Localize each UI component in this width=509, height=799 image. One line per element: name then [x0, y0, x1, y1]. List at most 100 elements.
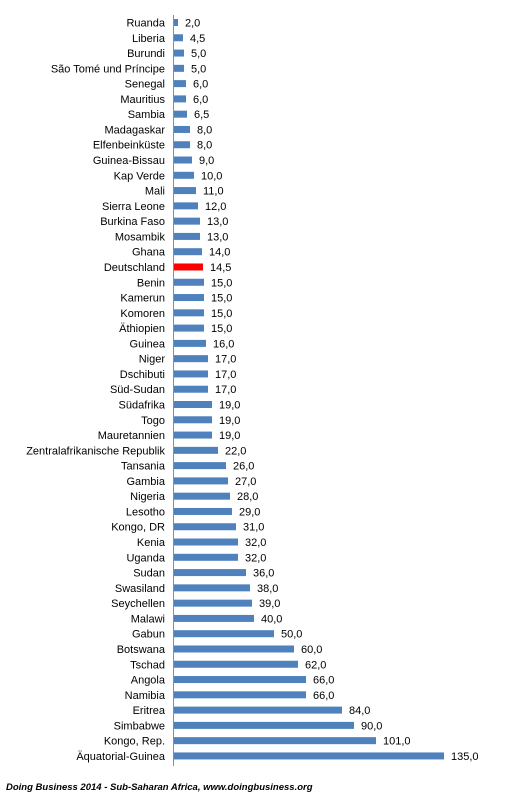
category-label: Guinea [130, 338, 166, 350]
category-label: Mauretannien [98, 430, 165, 442]
category-label: Elfenbeinküste [93, 140, 165, 152]
value-label: 15,0 [211, 308, 232, 320]
category-label: Ruanda [126, 18, 165, 30]
bar [174, 171, 194, 179]
value-label: 19,0 [219, 415, 240, 427]
category-labels: Ruanda Liberia Burundi São Tomé und Príncip… [26, 18, 166, 763]
bar [174, 691, 306, 699]
value-label: 90,0 [361, 720, 382, 732]
bar [174, 737, 376, 745]
category-label: Südafrika [119, 400, 166, 412]
category-label: Seychellen [111, 598, 165, 610]
category-label: Botswana [117, 644, 166, 656]
value-label: 5,0 [191, 48, 206, 60]
bar [174, 538, 238, 546]
value-label: 15,0 [211, 293, 232, 305]
value-label: 8,0 [197, 124, 212, 136]
bar [174, 492, 230, 500]
bar [174, 80, 186, 88]
category-label: Lesotho [126, 506, 165, 518]
category-label: Niger [139, 354, 166, 366]
bar [174, 477, 228, 485]
category-label: Deutschland [104, 262, 165, 274]
bar [174, 34, 183, 42]
bar [174, 202, 198, 210]
bar [174, 416, 212, 424]
bar [174, 660, 298, 668]
bar [174, 141, 190, 149]
bar [174, 599, 252, 607]
value-label: 32,0 [245, 552, 266, 564]
category-label: Malawi [131, 613, 165, 625]
category-label: Sudan [133, 568, 165, 580]
value-label: 66,0 [313, 675, 334, 687]
value-label: 17,0 [215, 384, 236, 396]
bar [174, 752, 444, 760]
bar [174, 370, 208, 378]
category-label: Burkina Faso [100, 216, 165, 228]
value-label: 50,0 [281, 629, 302, 641]
category-label: Namibia [125, 690, 166, 702]
bar [174, 294, 204, 302]
bar [174, 248, 202, 256]
value-label: 135,0 [451, 751, 479, 763]
bar [174, 125, 190, 133]
bar [174, 156, 192, 164]
bar [174, 676, 306, 684]
bar [174, 645, 294, 653]
value-label: 31,0 [243, 522, 264, 534]
bar [174, 553, 238, 561]
bar [174, 309, 204, 317]
bar [174, 95, 186, 103]
category-label: Ghana [132, 247, 166, 259]
category-label: Gambia [126, 476, 165, 488]
bar [174, 721, 354, 729]
value-label: 15,0 [211, 323, 232, 335]
value-label: 6,5 [194, 109, 209, 121]
value-label: 10,0 [201, 170, 222, 182]
value-label: 27,0 [235, 476, 256, 488]
value-labels: 2,0 4,5 5,0 5,0 6,0 6,0 6,5 8,0 8,0 9,0 10,0 11,0 12… [185, 18, 479, 763]
value-label: 22,0 [225, 445, 246, 457]
value-label: 8,0 [197, 140, 212, 152]
value-label: 6,0 [193, 94, 208, 106]
value-label: 9,0 [199, 155, 214, 167]
category-label: Eritrea [133, 705, 166, 717]
value-label: 40,0 [261, 613, 282, 625]
bar [174, 110, 187, 118]
bar [174, 523, 236, 531]
bar [174, 446, 218, 454]
value-label: 11,0 [203, 186, 224, 198]
value-label: 15,0 [211, 277, 232, 289]
category-label: Kenia [137, 537, 166, 549]
category-label: Kongo, DR [111, 522, 165, 534]
category-label: São Tomé und Príncipe [51, 63, 165, 75]
bars [174, 19, 444, 760]
category-label: Kongo, Rep. [104, 736, 165, 748]
bar [174, 49, 184, 57]
value-label: 39,0 [259, 598, 280, 610]
bar [174, 355, 208, 363]
category-label: Sierra Leone [102, 201, 165, 213]
value-label: 36,0 [253, 568, 274, 580]
bar [174, 462, 226, 470]
bar [174, 401, 212, 408]
value-label: 101,0 [383, 736, 411, 748]
value-label: 38,0 [257, 583, 278, 595]
category-label: Zentralafrikanische Republik [26, 445, 165, 457]
category-label: Mosambik [115, 231, 166, 243]
category-label: Madagaskar [104, 124, 165, 136]
category-label: Äthiopien [119, 323, 165, 335]
value-label: 14,0 [209, 247, 230, 259]
bar [174, 431, 212, 439]
bar [174, 324, 204, 332]
value-label: 66,0 [313, 690, 334, 702]
value-label: 17,0 [215, 354, 236, 366]
bar-chart: Ruanda Liberia Burundi São Tomé und Príncip… [26, 15, 479, 766]
bar [174, 569, 246, 577]
value-label: 19,0 [219, 400, 240, 412]
category-label: Burundi [127, 48, 165, 60]
bar [174, 339, 206, 347]
value-label: 13,0 [207, 231, 228, 243]
value-label: 5,0 [191, 63, 206, 75]
